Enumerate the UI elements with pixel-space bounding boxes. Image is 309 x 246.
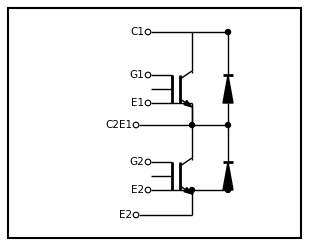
Text: G2: G2 xyxy=(129,157,144,167)
Polygon shape xyxy=(184,100,192,107)
Circle shape xyxy=(133,212,139,218)
Circle shape xyxy=(145,72,151,78)
Text: C2E1: C2E1 xyxy=(105,120,132,130)
Circle shape xyxy=(226,187,231,193)
Circle shape xyxy=(189,123,194,127)
Circle shape xyxy=(226,30,231,34)
Circle shape xyxy=(145,187,151,193)
Polygon shape xyxy=(223,75,233,103)
Polygon shape xyxy=(184,187,192,194)
Circle shape xyxy=(145,100,151,106)
Circle shape xyxy=(145,159,151,165)
Circle shape xyxy=(189,187,194,193)
Polygon shape xyxy=(223,162,233,190)
Text: E1: E1 xyxy=(131,98,144,108)
Text: E2: E2 xyxy=(119,210,132,220)
Circle shape xyxy=(145,29,151,35)
Circle shape xyxy=(133,122,139,128)
Text: C1: C1 xyxy=(130,27,144,37)
Text: E2: E2 xyxy=(131,185,144,195)
Circle shape xyxy=(226,123,231,127)
Text: G1: G1 xyxy=(129,70,144,80)
